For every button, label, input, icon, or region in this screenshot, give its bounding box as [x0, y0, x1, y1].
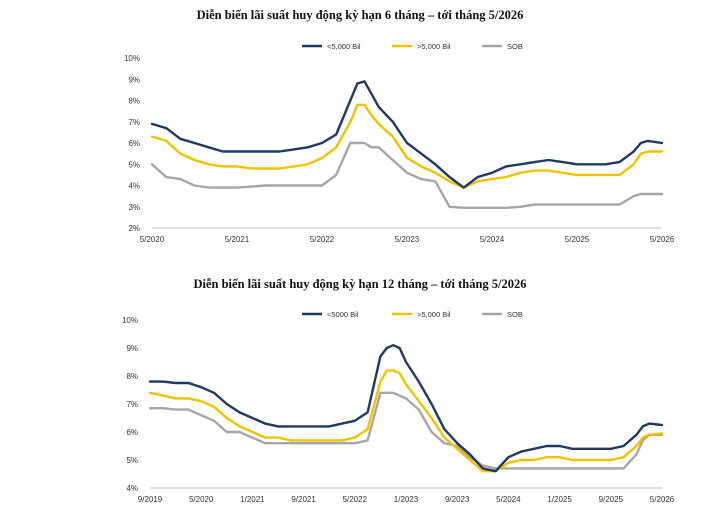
x-tick-label: 5/2026	[650, 235, 675, 244]
x-tick-label: 5/2020	[140, 235, 165, 244]
series-line-yellow	[150, 103, 664, 189]
series-line-yellow	[148, 369, 664, 473]
x-tick-label: 5/2020	[189, 495, 214, 504]
x-tick-label: 5/2024	[496, 495, 521, 504]
x-tick-label: 1/2021	[240, 495, 265, 504]
chart-panel-12-month: Diễn biến lãi suất huy động kỳ hạn 12 th…	[0, 262, 720, 520]
x-tick-label: 5/2021	[225, 235, 250, 244]
series-line-grey	[150, 141, 664, 210]
y-tick-label: 2%	[128, 224, 140, 233]
x-tick-label: 1/2025	[547, 495, 572, 504]
chart-title: Diễn biến lãi suất huy động kỳ hạn 6 thá…	[196, 8, 524, 22]
y-tick-label: 8%	[128, 97, 140, 106]
x-tick-label: 9/2023	[445, 495, 470, 504]
y-tick-label: 4%	[126, 484, 138, 493]
series-line-navy	[150, 80, 664, 189]
y-tick-label: 6%	[126, 428, 138, 437]
chart-6-month: 2% 3% 4% 5% 6% 7% 8% 9% 10% 5/2020 5/2021 5/2022 5/2…	[124, 42, 675, 244]
chart-panel-6-month: Diễn biến lãi suất huy động kỳ hạn 6 thá…	[124, 8, 675, 244]
y-tick-label: 10%	[124, 54, 140, 63]
x-tick-label: 5/2022	[343, 495, 368, 504]
legend-label: <5000 Bil	[327, 310, 359, 319]
x-tick-label: 5/2026	[650, 495, 675, 504]
y-tick-label: 9%	[128, 75, 140, 84]
x-tick-label: 5/2022	[310, 235, 335, 244]
y-tick-label: 7%	[126, 400, 138, 409]
series-line-grey	[148, 391, 664, 470]
x-tick-label: 5/2025	[565, 235, 590, 244]
x-tick-label: 9/2021	[291, 495, 316, 504]
series-line-navy	[148, 343, 664, 473]
chart-12-month: 4% 5% 6% 7% 8% 9% 10% 9/2019 5/2020 1/2021 9/2021 5…	[122, 310, 675, 504]
chart-title: Diễn biến lãi suất huy động kỳ hạn 12 th…	[193, 277, 527, 291]
y-tick-label: 7%	[128, 118, 140, 127]
y-tick-label: 6%	[128, 139, 140, 148]
y-tick-label: 10%	[122, 316, 138, 325]
y-tick-label: 4%	[128, 182, 140, 191]
legend-label: >5,000 Bil	[417, 310, 451, 319]
y-tick-label: 5%	[128, 160, 140, 169]
x-tick-label: 9/2019	[138, 495, 163, 504]
x-tick-label: 1/2023	[394, 495, 419, 504]
y-tick-label: 9%	[126, 344, 138, 353]
legend-label: >5,000 Bil	[417, 42, 451, 51]
y-tick-label: 8%	[126, 372, 138, 381]
x-tick-label: 9/2025	[599, 495, 624, 504]
y-tick-label: 5%	[126, 456, 138, 465]
y-tick-label: 3%	[128, 203, 140, 212]
x-tick-label: 5/2024	[480, 235, 505, 244]
legend-label: <5,000 Bil	[327, 42, 361, 51]
legend-label: SOB	[507, 310, 523, 319]
legend-label: SOB	[507, 42, 523, 51]
x-tick-label: 5/2023	[395, 235, 420, 244]
